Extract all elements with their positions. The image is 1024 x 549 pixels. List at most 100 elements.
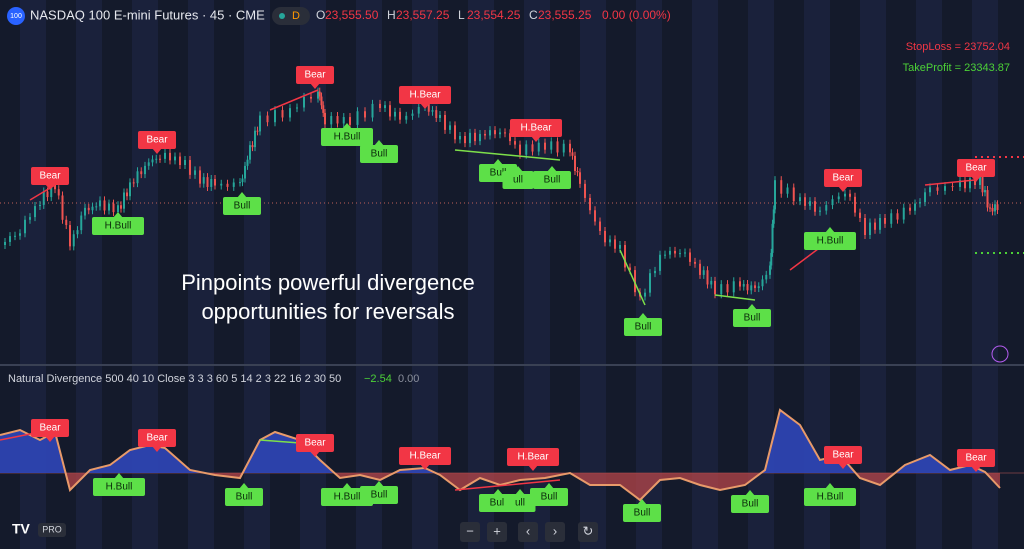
label-pointer — [237, 192, 247, 198]
candle — [761, 279, 764, 287]
signal-text: Bull — [635, 322, 652, 333]
candle — [786, 187, 789, 194]
badge: D — [292, 10, 300, 22]
signal-label — [138, 131, 176, 149]
symbol[interactable]: NASDAQ 100 E-mini Futures · 45 · CME — [30, 7, 265, 22]
candle — [50, 184, 53, 198]
candle — [220, 183, 223, 186]
signal-label — [957, 449, 995, 467]
candle — [629, 267, 631, 271]
candle — [991, 207, 994, 212]
candle — [439, 115, 441, 118]
candle — [765, 274, 768, 280]
candle — [289, 108, 291, 118]
label-pointer — [45, 436, 55, 442]
candle — [91, 206, 94, 211]
candle — [459, 135, 461, 140]
candle — [726, 284, 729, 293]
candle — [435, 110, 438, 118]
candle — [969, 178, 971, 189]
signal-text: H.Bull — [817, 492, 844, 503]
label-pointer — [544, 483, 554, 489]
candle — [771, 223, 774, 253]
signal-label — [507, 448, 559, 466]
candle — [126, 192, 128, 197]
candle — [550, 141, 553, 150]
candle — [854, 196, 856, 213]
stripe — [860, 0, 886, 549]
candle — [65, 219, 68, 226]
signal-label — [296, 434, 334, 452]
indicator-title[interactable]: Natural Divergence 500 40 10 Close 3 3 3… — [8, 373, 341, 385]
signal-text: Bull — [236, 492, 253, 503]
candle — [844, 193, 846, 197]
candle — [72, 234, 75, 247]
candle — [831, 199, 834, 206]
candle — [780, 180, 783, 194]
toolbar-button[interactable] — [460, 522, 480, 542]
signal-text: H.Bull — [106, 482, 133, 493]
candle — [14, 235, 16, 237]
candle — [69, 225, 71, 247]
ohlc-value: 23,554.25 — [467, 8, 521, 22]
candle — [710, 280, 713, 285]
stop-loss: StopLoss = 23752.04 — [906, 41, 1010, 53]
candle — [679, 253, 681, 255]
candle — [531, 144, 534, 152]
candle — [702, 270, 705, 275]
stripe — [356, 0, 382, 549]
osc-area-up — [0, 410, 1000, 473]
toolbar-button[interactable] — [545, 522, 565, 542]
candle — [809, 201, 811, 206]
status-pill[interactable] — [272, 7, 310, 25]
candle — [614, 239, 616, 249]
candle — [732, 281, 735, 293]
candle — [537, 142, 540, 152]
label-pointer — [531, 136, 541, 142]
candle — [544, 142, 546, 150]
signal-text: Bear — [39, 423, 61, 434]
toolbar-button[interactable] — [518, 522, 538, 542]
candle — [644, 292, 646, 297]
candle — [444, 115, 446, 130]
candle — [254, 130, 256, 148]
label-pointer — [638, 313, 648, 319]
signal-text: Bear — [146, 135, 168, 146]
divergence-line — [259, 439, 301, 444]
signal-text: Bull — [234, 201, 251, 212]
candle — [589, 197, 591, 211]
candle — [210, 179, 213, 187]
signal-label — [624, 318, 662, 336]
candle — [61, 195, 64, 220]
candle — [57, 189, 60, 196]
candle — [364, 111, 366, 118]
candle — [619, 245, 621, 249]
signal-label — [504, 494, 536, 512]
status-dot — [279, 13, 285, 19]
toolbar-button[interactable] — [487, 522, 507, 542]
signal-label — [731, 495, 769, 513]
candle — [249, 145, 251, 160]
candle — [742, 284, 745, 287]
signal-text: Bear — [39, 171, 61, 182]
candle — [87, 207, 90, 211]
signal-label — [31, 167, 69, 185]
alert-icon[interactable] — [991, 345, 1009, 363]
signal-label — [93, 478, 145, 496]
ohlc: O 23,555.50 H 23,557.25 L 23,554.25 C 23,555.25… — [316, 8, 671, 22]
candle — [371, 103, 374, 118]
toolbar-button[interactable] — [578, 522, 598, 542]
candle — [864, 217, 866, 235]
signal-text: Bull — [490, 168, 507, 179]
candle — [514, 141, 516, 145]
toolbar-icon: › — [553, 523, 557, 538]
candle — [189, 160, 191, 175]
ohlc-value: 23,557.25 — [396, 8, 450, 22]
candle — [699, 263, 701, 275]
osc-area-down — [0, 473, 1000, 500]
ohlc-value: 23,555.25 — [538, 8, 592, 22]
label-pointer — [239, 483, 249, 489]
signal-label — [360, 145, 398, 163]
candle — [929, 187, 931, 193]
divergence-line — [714, 294, 756, 301]
